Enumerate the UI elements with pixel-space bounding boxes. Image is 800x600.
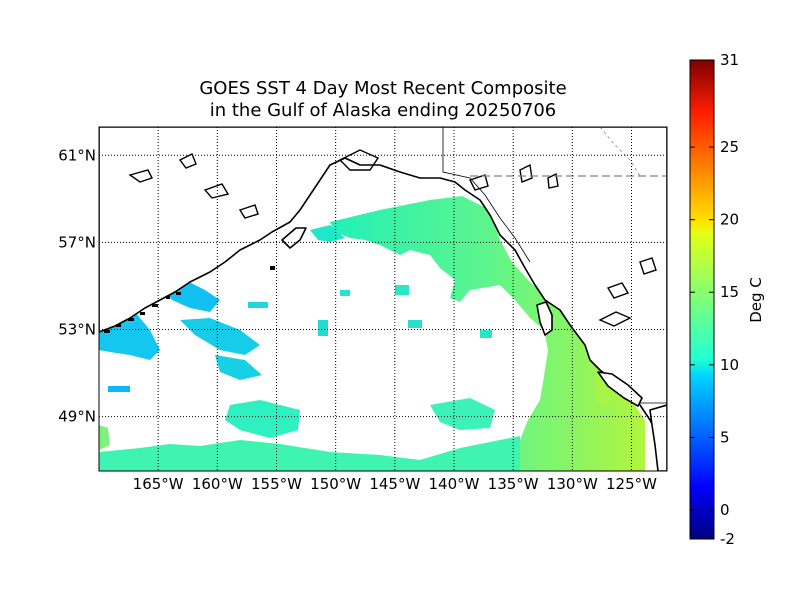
interior-lakes [128,149,657,327]
colorbar-tick-label: 20 [720,211,739,229]
lon-tick-label: 125°W [606,475,657,493]
lat-tick-label: 49°N [58,408,96,426]
sst-patch-small-6 [480,330,492,338]
land-kodiak [281,227,307,249]
lon-tick-label: 165°W [133,475,184,493]
borders [442,127,667,404]
sst-field [99,196,645,471]
colorbar-tick-label: 0 [720,501,730,519]
sst-patch-small-7 [248,302,268,308]
sst-band-south [99,436,520,471]
sst-patch-southwest [99,425,110,450]
colorbar-gradient [689,59,715,540]
land-haida-gwaii [536,301,553,336]
border-bc-alberta [599,127,641,177]
title-line-2: in the Gulf of Alaska ending 20250706 [209,100,557,121]
latitude-labels: 61°N 57°N 53°N 49°N [58,146,96,425]
graticule [99,127,667,471]
coastline [99,127,667,471]
sst-patch-small-4 [318,320,328,336]
title-line-1: GOES SST 4 Day Most Recent Composite [199,78,567,99]
sst-patch-small-2 [395,285,409,295]
colorbar-label: Deg C [747,277,765,323]
map-title: GOES SST 4 Day Most Recent Composite in … [99,78,667,122]
lon-tick-label: 145°W [369,475,420,493]
lon-tick-label: 130°W [547,475,598,493]
lon-tick-label: 150°W [310,475,361,493]
sst-swath-east [330,196,645,471]
map-frame [98,126,668,472]
colorbar: -2 0 5 10 15 20 25 31 Deg C [689,51,765,548]
border-alaska-yukon [442,127,531,263]
lon-tick-label: 135°W [488,475,539,493]
lon-tick-label: 140°W [429,475,480,493]
sst-patch-small-1 [108,386,130,392]
colorbar-tick-label: 5 [720,428,730,446]
colorbar-tick-label: 31 [720,51,739,69]
sst-patch-northeast [310,225,345,242]
sst-patch-west-3 [180,318,260,355]
colorbar-tick-label: 15 [720,283,739,301]
aleutian-islands [104,266,275,333]
sst-patch-south-center [225,400,300,438]
longitude-labels: 165°W 160°W 155°W 150°W 145°W 140°W 135°W 130°W… [133,475,657,493]
colorbar-tick-label: -2 [720,530,735,548]
lon-tick-label: 160°W [192,475,243,493]
colorbar-tick-label: 10 [720,356,739,374]
lat-tick-label: 53°N [58,320,96,338]
lon-tick-label: 155°W [251,475,302,493]
sst-patch-small-5 [408,320,422,328]
colorbar-tick-label: 25 [720,138,739,156]
lat-tick-label: 57°N [58,233,96,251]
sst-patch-southcentral [430,398,495,430]
map-area [99,127,667,471]
sst-patch-west-4 [215,355,262,380]
sst-patch-small-3 [340,290,350,296]
colorbar-ticks: -2 0 5 10 15 20 25 31 [690,51,739,548]
land-pacific-northwest [649,404,667,471]
lat-tick-label: 61°N [58,146,96,164]
